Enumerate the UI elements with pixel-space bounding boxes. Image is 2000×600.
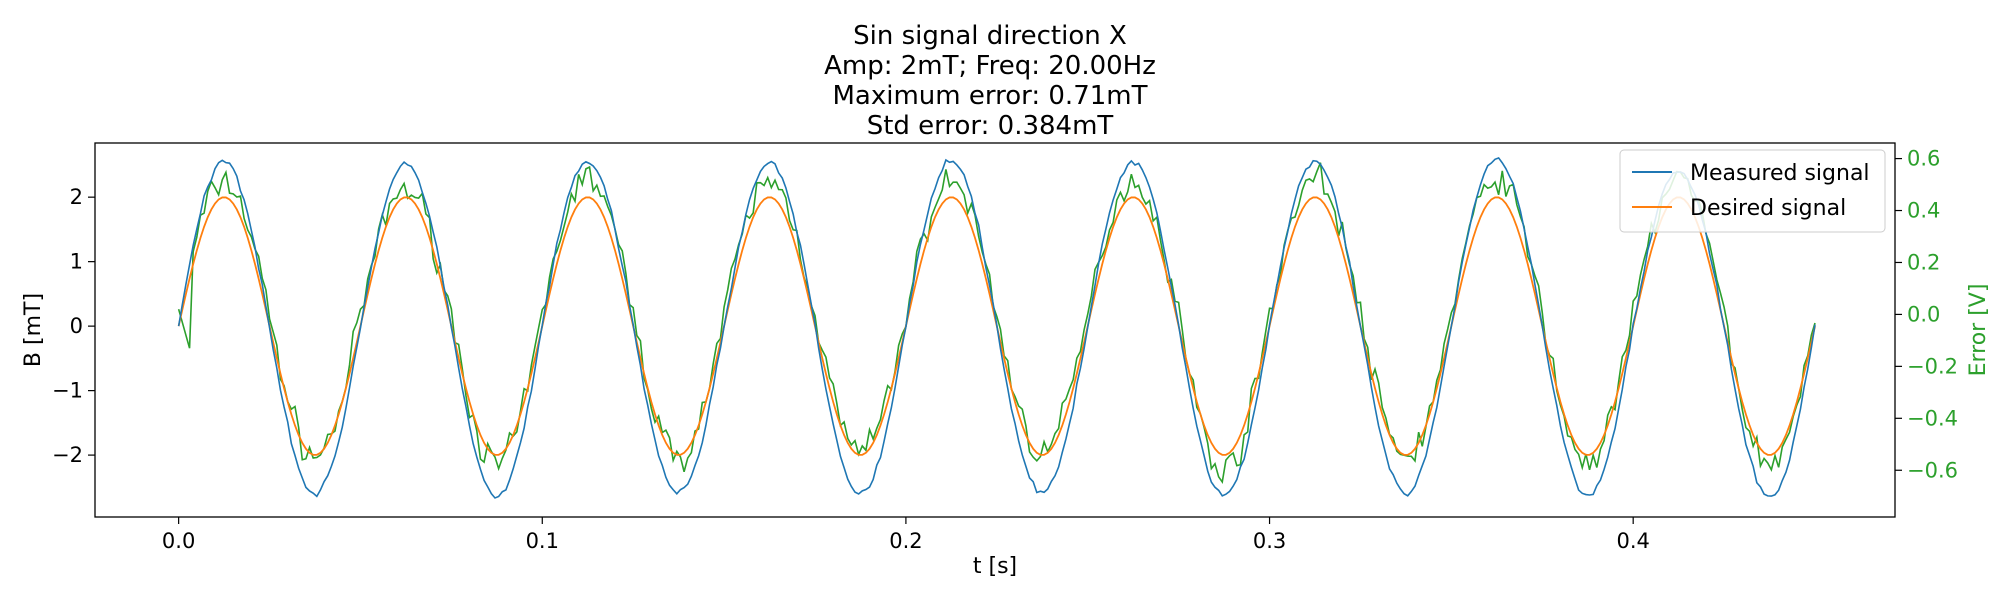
series-measured-line	[177, 156, 1816, 499]
y-axis-left: −2 −1 0 1 2	[52, 185, 95, 467]
legend-label-desired: Desired signal	[1690, 196, 1846, 221]
y2-tick-label: −0.6	[1907, 458, 1958, 482]
x-axis: 0.0 0.1 0.2 0.3 0.4	[162, 517, 1650, 553]
y-axis-label: B [mT]	[21, 293, 46, 367]
title-line-3: Maximum error: 0.71mT	[833, 81, 1148, 111]
y2-tick-label: 0.0	[1907, 302, 1940, 326]
x-axis-label: t [s]	[973, 554, 1017, 579]
title-line-1: Sin signal direction X	[853, 21, 1127, 51]
x-tick-label: 0.0	[162, 529, 195, 553]
y-tick-label: 0	[70, 314, 83, 338]
y-tick-label: −2	[52, 443, 83, 467]
legend: Measured signal Desired signal	[1619, 149, 1886, 233]
y-axis-right: −0.6 −0.4 −0.2 0.0 0.2 0.4 0.6	[1895, 147, 1958, 482]
plot-data	[177, 156, 1816, 499]
y2-axis-label: Error [V]	[1966, 284, 1991, 377]
plot-frame	[94, 142, 1896, 518]
y-tick-label: −1	[52, 379, 83, 403]
y2-tick-label: 0.2	[1907, 250, 1940, 274]
title-line-2: Amp: 2mT; Freq: 20.00Hz	[824, 51, 1156, 81]
y-tick-label: 2	[70, 185, 83, 209]
y2-tick-label: −0.4	[1907, 406, 1958, 430]
y2-tick-label: 0.4	[1907, 199, 1940, 223]
y2-tick-label: 0.6	[1907, 147, 1940, 171]
chart-title: Sin signal direction X Amp: 2mT; Freq: 2…	[824, 21, 1156, 141]
legend-box	[1619, 149, 1886, 233]
y2-tick-label: −0.2	[1907, 354, 1958, 378]
x-tick-label: 0.3	[1253, 529, 1286, 553]
x-tick-label: 0.4	[1616, 529, 1649, 553]
x-tick-label: 0.1	[526, 529, 559, 553]
y-tick-label: 1	[70, 250, 83, 274]
title-line-4: Std error: 0.384mT	[867, 111, 1114, 141]
x-tick-label: 0.2	[889, 529, 922, 553]
legend-label-measured: Measured signal	[1690, 161, 1870, 186]
series-error-line	[177, 162, 1816, 485]
